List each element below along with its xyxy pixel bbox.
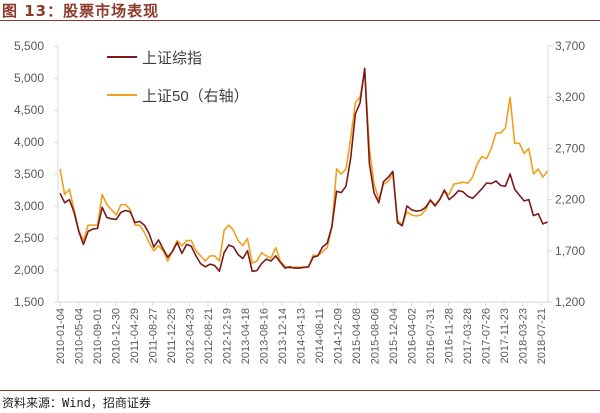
series-line-sse50 — [59, 70, 549, 270]
x-tick-label: 2012-12-19 — [222, 308, 234, 364]
x-tick-label: 2012-04-23 — [185, 308, 197, 364]
right-tick-label: 2,200 — [555, 193, 585, 207]
figure-title: 图 13：股票市场表现 — [2, 2, 160, 20]
left-tick-label: 3,500 — [14, 167, 44, 181]
right-tick-label: 3,200 — [555, 90, 585, 104]
x-tick-label: 2014-12-09 — [333, 308, 345, 364]
x-tick-label: 2017-07-26 — [481, 308, 493, 364]
x-tick-label: 2015-12-04 — [388, 308, 400, 364]
x-tick-label: 2017-03-28 — [462, 308, 474, 364]
left-tick-label: 3,000 — [14, 199, 44, 213]
x-tick-label: 2016-07-31 — [425, 308, 437, 364]
x-tick-label: 2018-03-23 — [518, 308, 530, 364]
x-tick-label: 2014-04-13 — [296, 308, 308, 364]
series-line-sse-composite — [59, 67, 548, 273]
left-tick-label: 4,000 — [14, 135, 44, 149]
x-tick-label: 2015-08-06 — [370, 308, 382, 364]
left-tick-label: 1,500 — [14, 295, 44, 309]
x-tick-label: 2018-07-21 — [536, 308, 548, 364]
left-tick-label: 5,500 — [14, 39, 44, 53]
x-tick-label: 2013-12-14 — [277, 308, 289, 364]
right-tick-label: 1,200 — [555, 295, 585, 309]
right-tick-label: 2,700 — [555, 141, 585, 155]
x-tick-label: 2010-09-01 — [92, 308, 104, 364]
left-tick-label: 2,000 — [14, 263, 44, 277]
x-tick-label: 2013-04-18 — [240, 308, 252, 364]
x-tick-label: 2013-08-16 — [259, 308, 271, 364]
x-tick-label: 2016-11-28 — [444, 308, 456, 363]
x-tick-label: 2011-04-29 — [129, 308, 141, 363]
x-tick-label: 2010-05-04 — [74, 308, 86, 364]
left-tick-label: 5,000 — [14, 71, 44, 85]
left-tick-label: 2,500 — [14, 231, 44, 245]
title-divider — [0, 20, 600, 21]
x-tick-label: 2011-12-25 — [166, 308, 178, 363]
legend-label: 上证50（右轴） — [142, 88, 249, 105]
right-tick-label: 1,700 — [555, 244, 585, 258]
x-tick-label: 2010-12-30 — [111, 308, 123, 364]
legend-label: 上证综指 — [142, 50, 202, 67]
x-tick-label: 2014-08-11 — [314, 308, 326, 363]
x-tick-label: 2012-08-21 — [203, 308, 215, 364]
x-tick-label: 2016-04-02 — [407, 308, 419, 364]
x-tick-label: 2017-11-23 — [499, 308, 511, 363]
source-note: 资料来源：Wind，招商证券 — [2, 396, 151, 410]
x-tick-label: 2010-01-04 — [55, 308, 67, 364]
x-tick-label: 2011-08-27 — [148, 308, 160, 363]
left-tick-label: 4,500 — [14, 103, 44, 117]
right-tick-label: 3,700 — [555, 39, 585, 53]
footer-divider — [0, 390, 600, 391]
x-tick-label: 2015-04-08 — [351, 308, 363, 364]
